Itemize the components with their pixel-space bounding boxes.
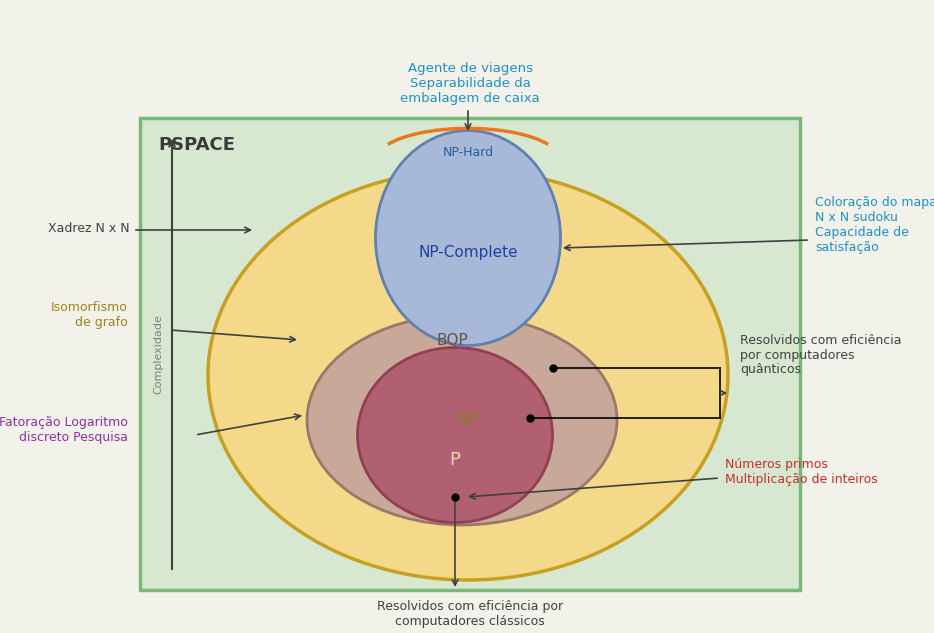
- Text: NP-Complete: NP-Complete: [418, 246, 517, 261]
- Text: P: P: [449, 451, 460, 469]
- Text: Fatoração Logaritmo
discreto Pesquisa: Fatoração Logaritmo discreto Pesquisa: [0, 416, 128, 444]
- Text: Resolvidos com eficiência por
computadores clássicos: Resolvidos com eficiência por computador…: [377, 600, 563, 628]
- Text: Agente de viagens
Separabilidade da
embalagem de caixa: Agente de viagens Separabilidade da emba…: [400, 62, 540, 105]
- Text: Isomorfismo
de grafo: Isomorfismo de grafo: [51, 301, 128, 329]
- Text: Coloração do mapa
N x N sudoku
Capacidade de
satisfação: Coloração do mapa N x N sudoku Capacidad…: [815, 196, 934, 254]
- Ellipse shape: [307, 315, 617, 525]
- Text: BQP: BQP: [436, 333, 468, 348]
- Text: Números primos
Multiplicação de inteiros: Números primos Multiplicação de inteiros: [725, 458, 878, 486]
- Ellipse shape: [375, 130, 560, 346]
- Text: NP: NP: [457, 411, 479, 429]
- FancyBboxPatch shape: [140, 118, 800, 590]
- Text: Resolvidos com eficiência
por computadores
quânticos: Resolvidos com eficiência por computador…: [740, 334, 901, 377]
- Text: PSPACE: PSPACE: [158, 136, 235, 154]
- Ellipse shape: [358, 348, 553, 522]
- Text: Xadrez N x N: Xadrez N x N: [49, 222, 130, 234]
- Text: NP-Hard: NP-Hard: [443, 146, 493, 158]
- Text: Complexidade: Complexidade: [153, 314, 163, 394]
- Ellipse shape: [208, 170, 728, 580]
